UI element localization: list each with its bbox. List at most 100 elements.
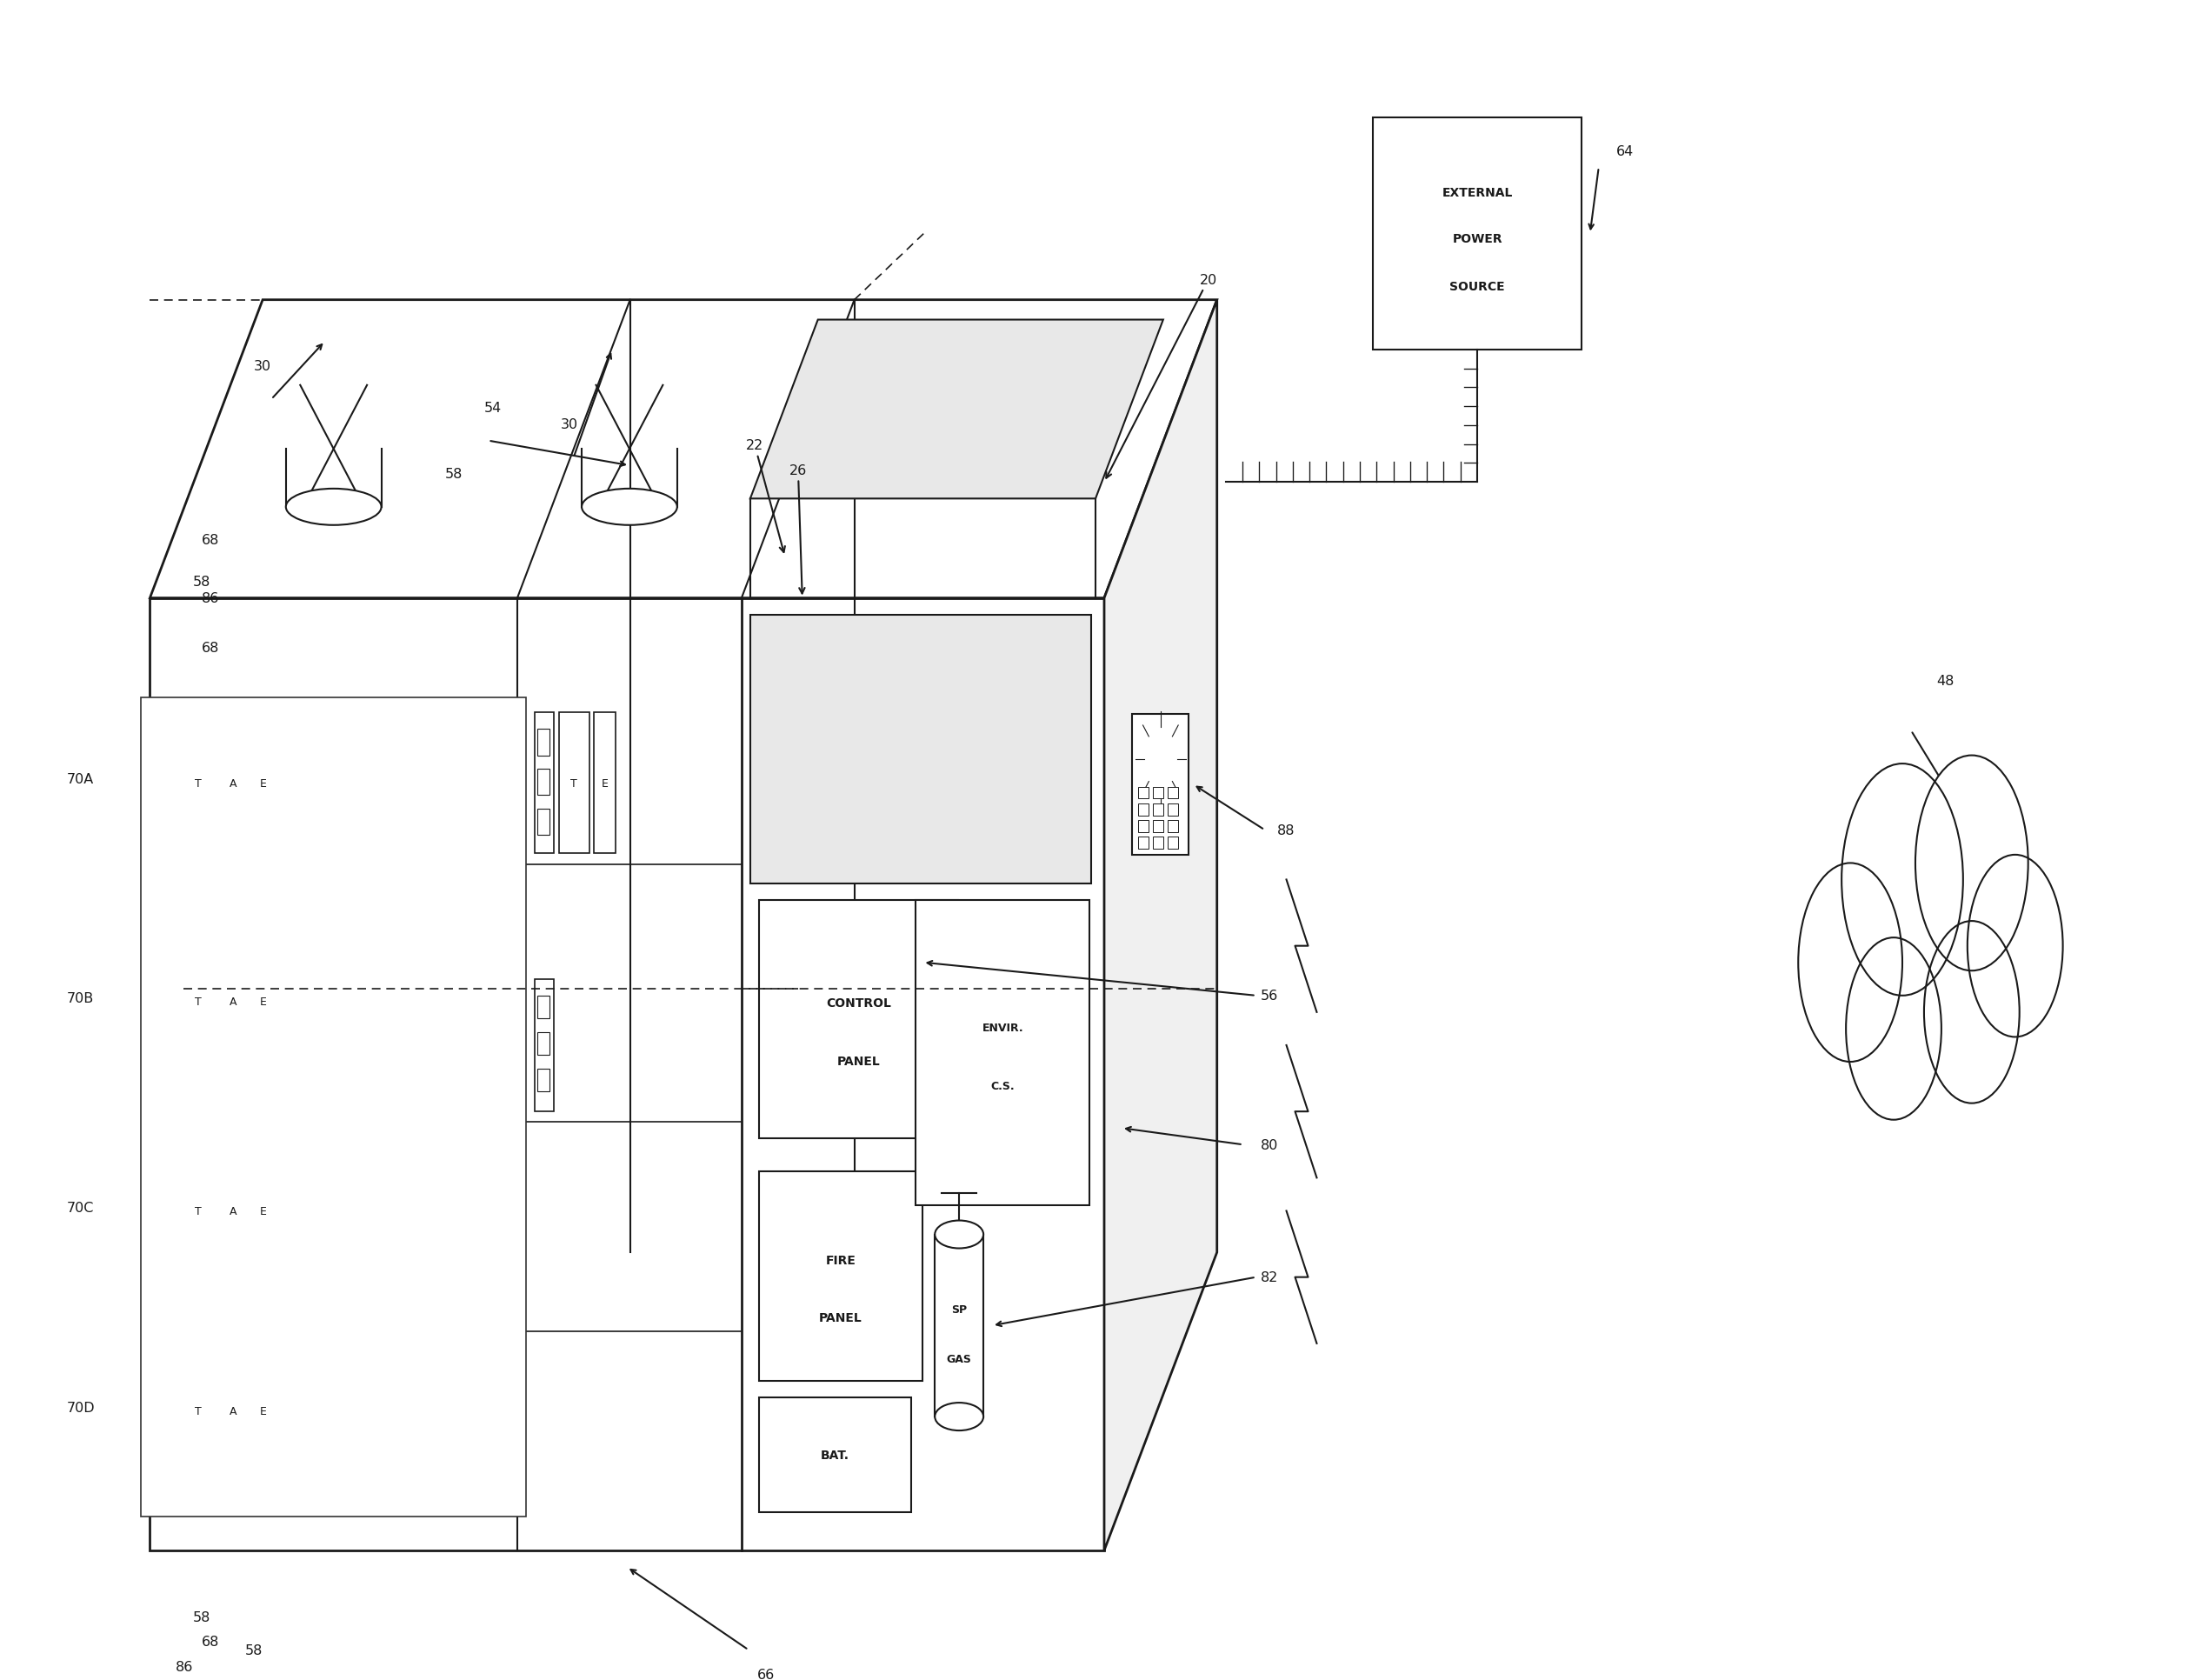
Bar	[758, 1398, 911, 1512]
Circle shape	[1842, 764, 1963, 996]
Text: E: E	[259, 1206, 268, 1216]
Ellipse shape	[935, 1403, 984, 1431]
Text: T: T	[195, 778, 201, 788]
Circle shape	[1915, 756, 2027, 971]
Bar	[217, 1141, 248, 1282]
Circle shape	[1924, 921, 2019, 1104]
Ellipse shape	[285, 489, 380, 526]
Bar	[161, 1236, 172, 1263]
Bar	[758, 900, 957, 1139]
Bar	[593, 712, 615, 853]
Bar	[252, 1341, 274, 1482]
Text: 66: 66	[756, 1668, 774, 1680]
Bar	[161, 948, 172, 974]
Text: PANEL: PANEL	[818, 1312, 862, 1324]
Text: 86: 86	[201, 591, 219, 605]
Bar	[559, 712, 590, 853]
Bar	[252, 932, 274, 1072]
Bar	[161, 988, 172, 1015]
Text: C.S.: C.S.	[991, 1080, 1015, 1092]
Text: 30: 30	[562, 418, 577, 432]
Text: 82: 82	[1260, 1270, 1278, 1284]
Text: 70B: 70B	[66, 991, 95, 1005]
Text: T: T	[195, 1206, 201, 1216]
Text: 56: 56	[1260, 990, 1278, 1003]
Text: A: A	[230, 1206, 237, 1216]
Text: 70D: 70D	[66, 1401, 95, 1415]
Text: 68: 68	[201, 642, 219, 655]
Text: GAS: GAS	[946, 1352, 971, 1364]
Bar	[915, 900, 1090, 1205]
Bar	[161, 769, 172, 796]
Text: 26: 26	[789, 464, 807, 595]
Bar	[252, 1141, 274, 1282]
Bar	[537, 1032, 548, 1055]
Text: ENVIR.: ENVIR.	[982, 1023, 1024, 1033]
Bar	[161, 729, 172, 756]
Text: E: E	[601, 778, 608, 788]
Bar	[161, 1436, 172, 1463]
Bar	[1139, 788, 1150, 800]
Circle shape	[1846, 937, 1941, 1121]
Bar	[217, 712, 248, 853]
Bar	[935, 1235, 984, 1416]
Text: 68: 68	[201, 1635, 219, 1648]
Polygon shape	[150, 301, 1216, 598]
Bar	[184, 932, 212, 1072]
Text: 70A: 70A	[66, 773, 95, 786]
Text: 58: 58	[192, 575, 210, 588]
Text: BAT.: BAT.	[820, 1448, 849, 1462]
Bar	[159, 1341, 177, 1482]
Polygon shape	[1103, 301, 1216, 1551]
Text: E: E	[259, 1406, 268, 1416]
Bar	[161, 1158, 172, 1184]
Bar	[184, 1341, 212, 1482]
Text: A: A	[230, 996, 237, 1008]
Text: PANEL: PANEL	[838, 1055, 880, 1067]
Text: 58: 58	[444, 467, 462, 480]
Bar	[535, 979, 553, 1112]
Bar	[161, 1398, 172, 1425]
Bar	[1167, 820, 1178, 832]
Bar	[155, 731, 504, 1512]
Bar	[184, 1141, 212, 1282]
Ellipse shape	[935, 1221, 984, 1248]
Circle shape	[1968, 855, 2063, 1037]
Bar	[159, 712, 177, 853]
Bar	[161, 1028, 172, 1055]
Text: 54: 54	[484, 402, 502, 415]
Text: 58: 58	[245, 1643, 263, 1656]
Bar	[1167, 805, 1178, 816]
Bar	[758, 1171, 922, 1381]
Text: 20: 20	[1106, 274, 1218, 479]
Bar	[537, 808, 548, 835]
Bar	[1167, 788, 1178, 800]
Bar	[1154, 820, 1163, 832]
Bar	[1154, 837, 1163, 848]
Circle shape	[1148, 732, 1174, 786]
Bar	[1167, 837, 1178, 848]
Circle shape	[1798, 864, 1901, 1062]
Text: T: T	[195, 996, 201, 1008]
Bar	[217, 1341, 248, 1482]
Text: E: E	[259, 996, 268, 1008]
Bar	[1373, 118, 1581, 349]
Bar	[184, 712, 212, 853]
Text: EXTERNAL: EXTERNAL	[1442, 186, 1512, 198]
Text: SP: SP	[951, 1304, 966, 1315]
Polygon shape	[750, 321, 1163, 499]
Bar	[1139, 837, 1150, 848]
Text: FIRE: FIRE	[825, 1253, 856, 1267]
Text: 68: 68	[201, 534, 219, 548]
Text: 88: 88	[1278, 823, 1296, 837]
Text: POWER: POWER	[1453, 234, 1501, 245]
Bar	[252, 712, 274, 853]
Text: SOURCE: SOURCE	[1450, 281, 1506, 294]
Text: 86: 86	[175, 1660, 192, 1673]
Bar	[161, 808, 172, 835]
Bar	[150, 598, 1103, 1551]
Text: 22: 22	[745, 438, 785, 553]
Bar	[535, 712, 553, 853]
Text: A: A	[230, 778, 237, 788]
Text: 30: 30	[254, 360, 272, 373]
